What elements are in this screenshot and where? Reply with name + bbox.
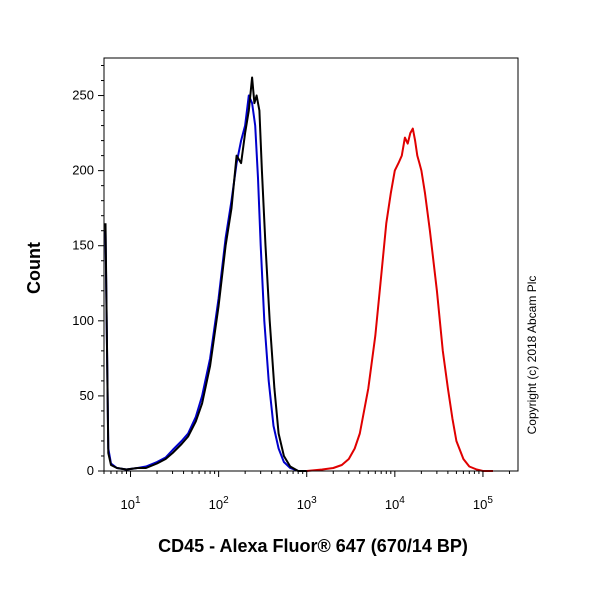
y-tick-label: 250 — [72, 88, 94, 103]
histogram-series-3 — [306, 127, 493, 472]
histogram-series-2 — [104, 76, 307, 472]
y-tick-label: 150 — [72, 238, 94, 253]
y-tick-label: 50 — [80, 388, 94, 403]
series-layer — [104, 76, 493, 472]
y-tick-label: 0 — [87, 463, 94, 478]
y-tick-label: 200 — [72, 163, 94, 178]
tick-layer: 0 50 100 150 200 250 101 102 103 104 105 — [72, 65, 510, 512]
x-tick-label: 103 — [297, 495, 317, 512]
y-tick-label: 100 — [72, 313, 94, 328]
y-axis-title: Count — [24, 242, 44, 294]
x-tick-label: 104 — [385, 495, 405, 512]
copyright-annotation: Copyright (c) 2018 Abcam Plc — [525, 276, 539, 435]
plot-frame — [103, 57, 519, 472]
x-tick-label: 105 — [473, 495, 493, 512]
x-tick-label: 102 — [209, 495, 229, 512]
x-axis-title: CD45 - Alexa Fluor® 647 (670/14 BP) — [158, 536, 468, 556]
x-tick-label: 101 — [121, 495, 141, 512]
